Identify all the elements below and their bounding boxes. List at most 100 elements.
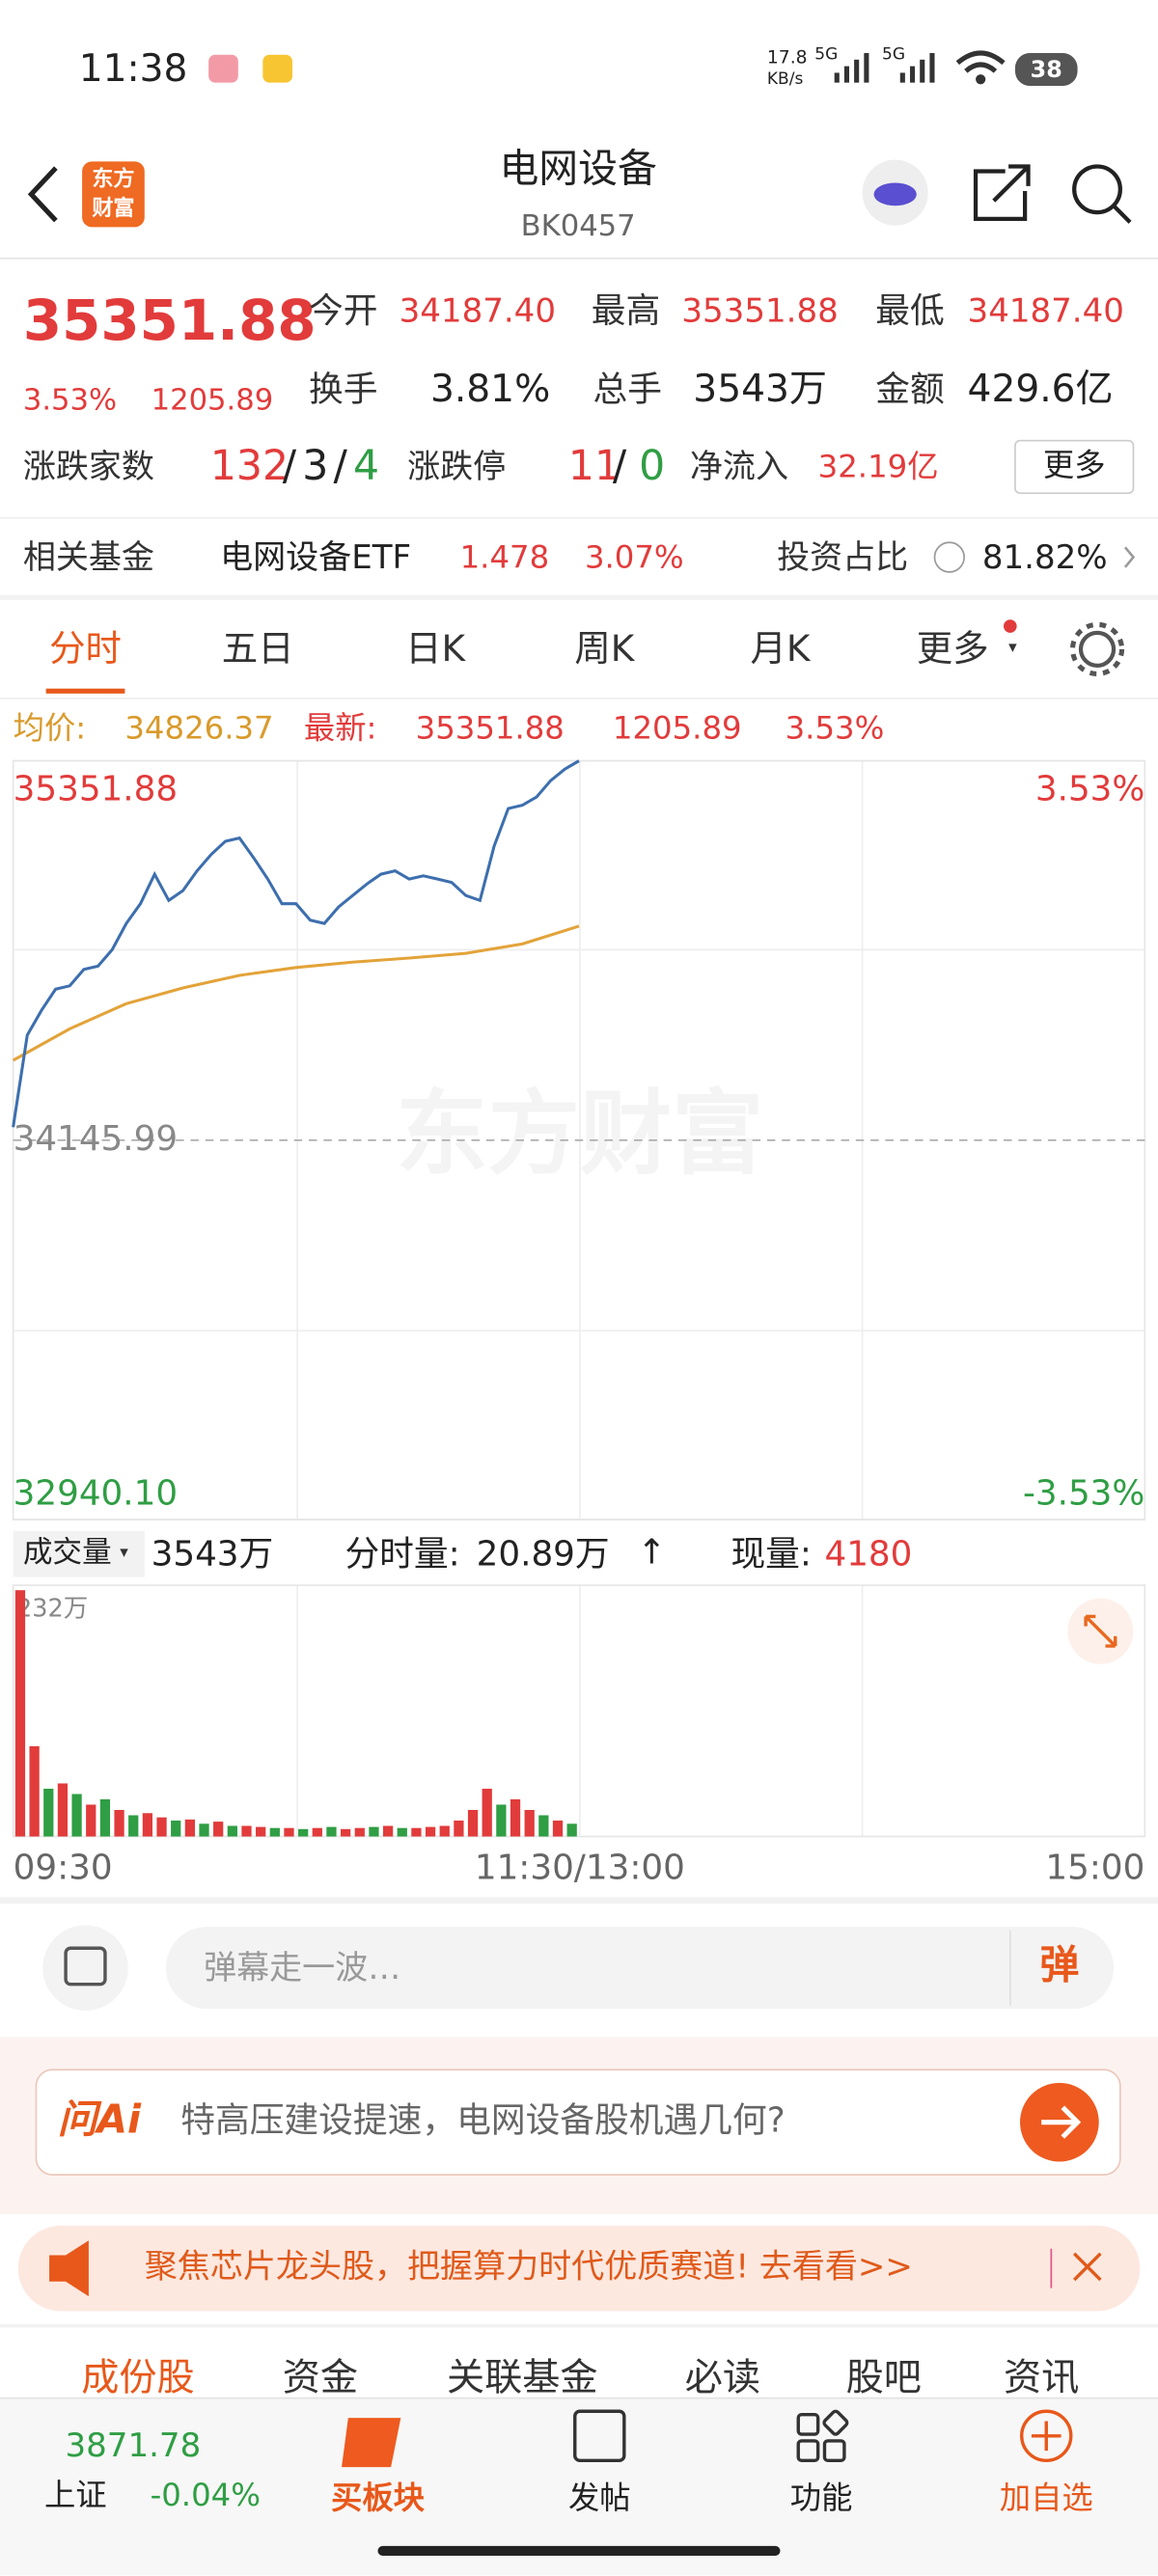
index-value: 3871.78 [66,2426,202,2465]
tab[interactable]: 五日 [222,627,294,670]
comment-icon [64,1946,107,1987]
time-label: 09:30 [14,1849,113,1888]
time-label: 15:00 [1045,1849,1144,1888]
fund-name[interactable]: 电网设备ETF [220,538,411,577]
nav-item[interactable]: 加自选 [1000,2480,1093,2516]
volume-bar [552,1821,564,1837]
banner-close[interactable] [1072,2252,1102,2282]
ai-box[interactable] [35,2069,1121,2176]
app-icon [208,54,238,83]
volume-bar [298,1828,309,1837]
settings-button [1069,621,1125,676]
net-unit: KB/s [767,69,804,89]
help-icon[interactable] [933,541,965,573]
nav-item[interactable]: 买板块 [331,2480,426,2516]
volume-bar [171,1821,181,1837]
limit-label: 涨跌停 [407,448,506,486]
ratio-value: 81.82% [982,538,1108,577]
volume-bar [142,1813,153,1837]
breadth-label: 涨跌家数 [23,448,154,486]
turnover-value: 3.81% [430,368,550,411]
nav-icon [1031,2421,1062,2452]
volume-label: 总手 [593,370,661,410]
volume-bar [284,1827,294,1837]
pct-tick-label: -3.53% [1023,1473,1144,1513]
sub-tab[interactable]: 关联基金 [447,2356,598,2399]
volume-bar [227,1825,237,1837]
avg-label: 均价: [14,709,87,746]
dropdown-arrow: ▾ [1008,638,1017,657]
volume-bar [524,1809,535,1837]
low-value: 34187.40 [968,291,1124,330]
banner[interactable] [17,2225,1141,2312]
tab[interactable]: 更多 [917,627,989,670]
stock-code: BK0457 [521,209,636,243]
settings-button[interactable] [1078,630,1117,669]
volume-bar [14,1590,26,1837]
sub-tab[interactable]: 成份股 [81,2356,194,2399]
sub-tab[interactable]: 资金 [283,2356,358,2399]
more-button-label[interactable]: 更多 [1043,447,1106,483]
back-button[interactable] [27,166,58,223]
volume-bar [354,1827,365,1837]
divider [0,2324,1158,2328]
limit-down: 0 [639,443,665,490]
share-button[interactable] [973,164,1031,222]
volume-label: 成交量 [23,1536,112,1570]
fund-pct: 3.07% [585,538,684,575]
volume-bar [382,1825,394,1837]
signal-label: 5G [882,45,905,65]
volume-bar [213,1822,224,1837]
ai-question: 特高压建设提速，电网设备股机遇几何? [180,2101,785,2141]
minute-volume-value: 20.89万 [477,1534,610,1574]
y-tick-label: 32940.10 [14,1473,179,1513]
comment-input[interactable] [165,1927,1115,2010]
comment-icon[interactable] [42,1925,128,2011]
banner-text: 聚焦芯片龙头股，把握算力时代优质赛道! 去看看>> [145,2248,913,2287]
change-pct: 3.53% [23,383,117,417]
more-button[interactable] [1014,439,1135,495]
nav-icon [796,2409,849,2463]
ratio-label: 投资占比 [777,538,908,577]
sub-tab[interactable]: 必读 [685,2356,760,2399]
open-label: 今开 [309,291,377,331]
open-value: 34187.40 [400,291,556,330]
sub-tab[interactable]: 股吧 [846,2356,922,2399]
volume-selector[interactable] [13,1530,145,1577]
sub-tab[interactable]: 资讯 [1004,2356,1079,2399]
amount-value: 429.6亿 [968,368,1114,411]
nav-item[interactable]: 功能 [790,2480,853,2516]
tab[interactable]: 月K [751,627,812,670]
volume-bar [397,1827,407,1837]
flat-count: 3 [302,443,328,490]
volume-bar [482,1788,492,1837]
grid [13,760,1145,1837]
signal-label: 5G [814,45,838,65]
search-button[interactable] [1072,164,1122,215]
volume-bar [241,1825,252,1837]
page-title: 电网设备 [499,146,656,192]
inflow-value: 32.19亿 [818,449,939,485]
volume-bar [425,1826,436,1837]
tab[interactable]: 周K [574,627,635,670]
volume-bar [156,1817,167,1837]
volume-bar [269,1827,280,1837]
nav-icon [573,2409,626,2463]
logo-text: 东方 [92,167,134,192]
bottom-nav [0,2398,1158,2576]
separator: / [283,443,297,490]
volume-bar [312,1827,322,1837]
nav-item[interactable]: 发帖 [568,2480,631,2516]
volume-bar [510,1798,521,1837]
expand-button [1084,1614,1117,1648]
volume-bar [340,1828,351,1837]
tab[interactable]: 日K [405,627,466,670]
danmaku-button[interactable]: 弹 [1039,1942,1079,1988]
tab[interactable]: 分时 [49,627,122,670]
separator: / [613,443,627,490]
index-change: -0.04% [151,2477,261,2513]
volume-panel [12,1584,1146,1838]
current-volume-label: 现量: [731,1534,812,1574]
